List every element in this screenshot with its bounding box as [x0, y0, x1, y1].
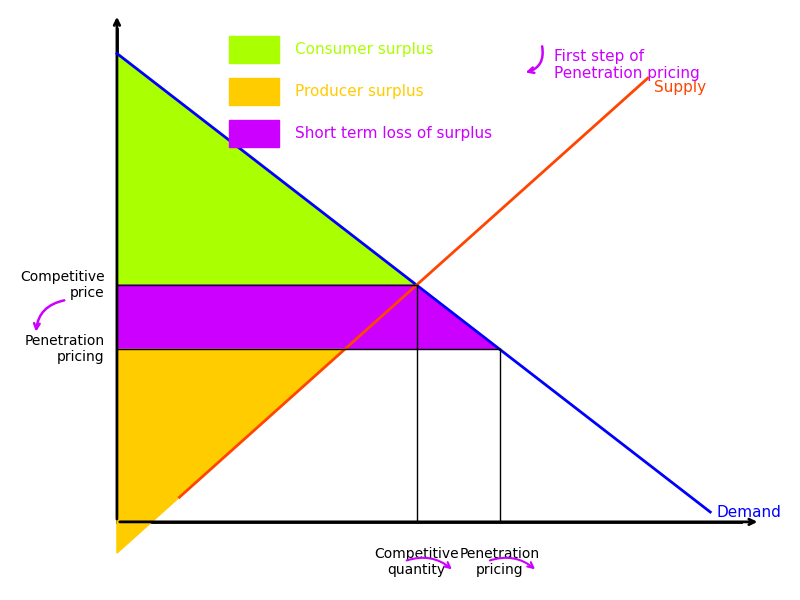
Text: Penetration
pricing: Penetration pricing [460, 547, 540, 577]
Text: Supply: Supply [654, 80, 706, 95]
Polygon shape [117, 285, 500, 349]
Text: Competitive
price: Competitive price [20, 270, 105, 300]
Text: Producer surplus: Producer surplus [295, 84, 423, 99]
Text: Penetration
pricing: Penetration pricing [24, 334, 105, 364]
Text: Consumer surplus: Consumer surplus [295, 42, 434, 57]
Bar [230, 78, 279, 105]
Polygon shape [117, 53, 417, 285]
Bar [230, 36, 279, 64]
Bar [230, 120, 279, 147]
Text: Competitive
quantity: Competitive quantity [374, 547, 459, 577]
Text: Short term loss of surplus: Short term loss of surplus [295, 126, 492, 141]
Text: Demand: Demand [717, 505, 782, 520]
Polygon shape [117, 349, 345, 553]
Text: First step of
Penetration pricing: First step of Penetration pricing [554, 49, 700, 81]
